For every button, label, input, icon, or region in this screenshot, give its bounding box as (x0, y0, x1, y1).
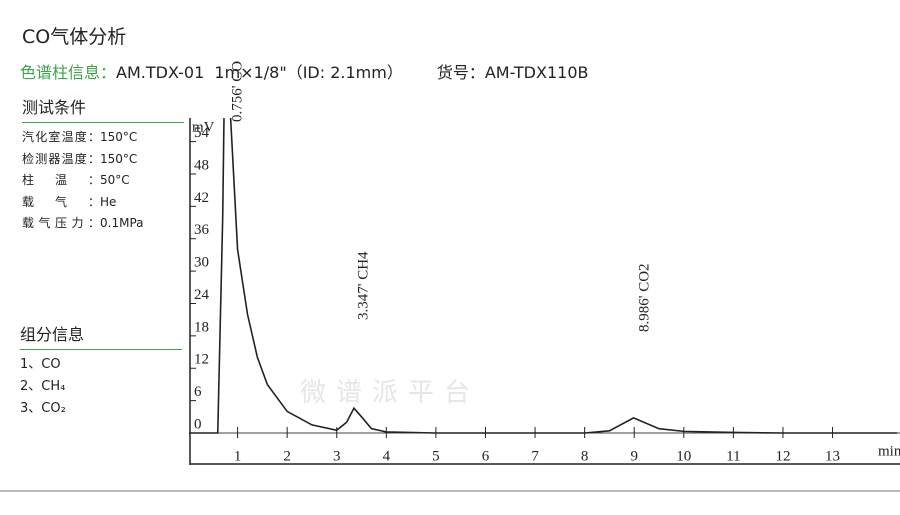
part-number: 货号：AM-TDX110B (436, 63, 589, 82)
x-tick-label: 1 (234, 448, 242, 464)
condition-row: 汽化室温度：150°C (22, 127, 144, 149)
column-row: 色谱柱信息：AM.TDX-01 1m×1/8"（ID: 2.1mm） 货号：AM-… (20, 59, 588, 83)
divider (0, 490, 900, 492)
y-axis-label: mV (192, 119, 215, 135)
x-tick-label: 2 (283, 448, 291, 464)
column-label: 色谱柱信息： (20, 63, 117, 82)
x-tick-label: 12 (775, 448, 790, 464)
y-tick-label: 42 (194, 190, 209, 206)
x-tick-label: 6 (482, 448, 490, 464)
x-tick-label: 9 (630, 448, 638, 464)
condition-row: 检测器温度：150°C (22, 149, 144, 171)
condition-label: 检测器温度： (22, 151, 100, 166)
y-tick-label: 18 (194, 319, 209, 335)
condition-value: 150°C (100, 151, 138, 166)
condition-label: 汽化室温度： (22, 130, 100, 144)
condition-row: 载气：He (22, 192, 144, 214)
peak-label: 3.347' CH4 (355, 251, 371, 320)
y-tick-label: 48 (194, 157, 209, 173)
condition-value: He (100, 194, 117, 209)
x-tick-label: 8 (581, 448, 589, 464)
x-tick-label: 13 (825, 448, 840, 464)
y-tick-label: 30 (194, 255, 209, 271)
x-tick-label: 7 (531, 448, 539, 464)
components-list: 1、CO 2、CH₄ 3、CO₂ (20, 354, 66, 420)
y-tick-label: 12 (194, 352, 209, 368)
x-axis-label: min (878, 443, 900, 459)
x-tick-label: 11 (726, 448, 740, 464)
column-info: AM.TDX-01 1m×1/8"（ID: 2.1mm） (116, 63, 403, 82)
condition-label: 柱温： (22, 173, 100, 187)
x-tick-label: 5 (432, 448, 440, 464)
condition-label: 载气压力： (22, 216, 100, 230)
x-tick-label: 3 (333, 448, 341, 464)
conditions-list: 汽化室温度：150°C 检测器温度：150°C 柱温：50°C 载气：He 载气压力：0… (22, 127, 144, 235)
condition-value: 0.1MPa (100, 216, 144, 230)
y-tick-label: 0 (194, 416, 202, 432)
components-heading: 组分信息 (20, 321, 182, 350)
y-tick-label: 24 (194, 287, 210, 303)
signal-line (189, 118, 897, 434)
y-tick-label: 36 (194, 222, 210, 238)
component: 1、CO (20, 357, 61, 372)
x-tick-label: 10 (676, 448, 691, 464)
peak-label: 8.986' CO2 (636, 263, 652, 332)
condition-value: 50°C (100, 173, 130, 187)
title: CO气体分析 (22, 26, 127, 48)
peak-label: 0.756' CO (229, 61, 245, 122)
component: 2、CH₄ (20, 379, 66, 394)
condition-label: 载气： (22, 194, 100, 209)
component: 3、CO₂ (20, 401, 66, 416)
watermark: 微谱派平台 (300, 378, 481, 408)
conditions-heading: 测试条件 (22, 94, 184, 123)
y-tick-label: 6 (194, 384, 202, 400)
condition-row: 载气压力：0.1MPa (22, 213, 144, 235)
y-tick-label: 54 (194, 125, 210, 141)
x-tick-label: 4 (383, 448, 391, 464)
condition-row: 柱温：50°C (22, 170, 144, 192)
condition-value: 150°C (100, 130, 138, 144)
